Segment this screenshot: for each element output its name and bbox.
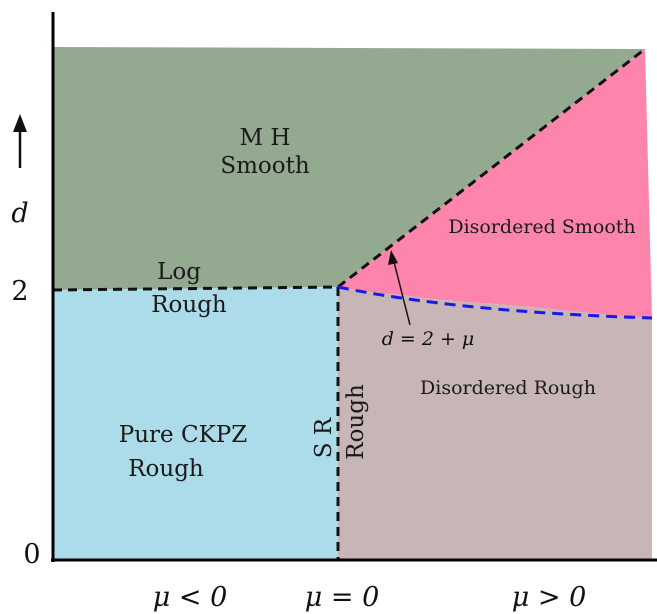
region-mh-smooth xyxy=(53,47,645,290)
annotation-arrow xyxy=(392,257,411,326)
label-sr-rough: Rough xyxy=(343,384,369,460)
label-log: Log xyxy=(157,259,201,285)
label-sr: S R xyxy=(311,417,337,458)
boundary-log-rough xyxy=(52,285,339,292)
region-pure-ckpz xyxy=(53,287,338,560)
x-tick-mu-positive: μ > 0 xyxy=(512,582,587,613)
label-mh: M H xyxy=(240,125,291,151)
label-disordered-rough: Disordered Rough xyxy=(420,377,596,399)
x-tick-mu-zero: μ = 0 xyxy=(305,582,380,613)
region-disordered-smooth xyxy=(338,49,652,318)
annotation-arrowhead xyxy=(388,250,398,265)
region-disordered-rough xyxy=(338,287,652,560)
label-pure-ckpz-rough: Rough xyxy=(128,456,204,482)
x-tick-mu-negative: μ < 0 xyxy=(153,582,228,613)
up-arrow-icon xyxy=(13,114,27,132)
label-disordered-smooth: Disordered Smooth xyxy=(448,216,635,238)
y-axis-symbol: d xyxy=(11,198,28,229)
y-tick-0: 0 xyxy=(23,539,40,570)
y-tick-2: 2 xyxy=(11,276,28,307)
label-log-rough: Rough xyxy=(151,292,227,318)
boundary-mh-disordered-smooth xyxy=(337,47,646,289)
label-mh-smooth: Smooth xyxy=(220,153,310,179)
label-pure-ckpz: Pure CKPZ xyxy=(119,422,247,448)
label-boundary-equation: d = 2 + μ xyxy=(382,328,475,350)
